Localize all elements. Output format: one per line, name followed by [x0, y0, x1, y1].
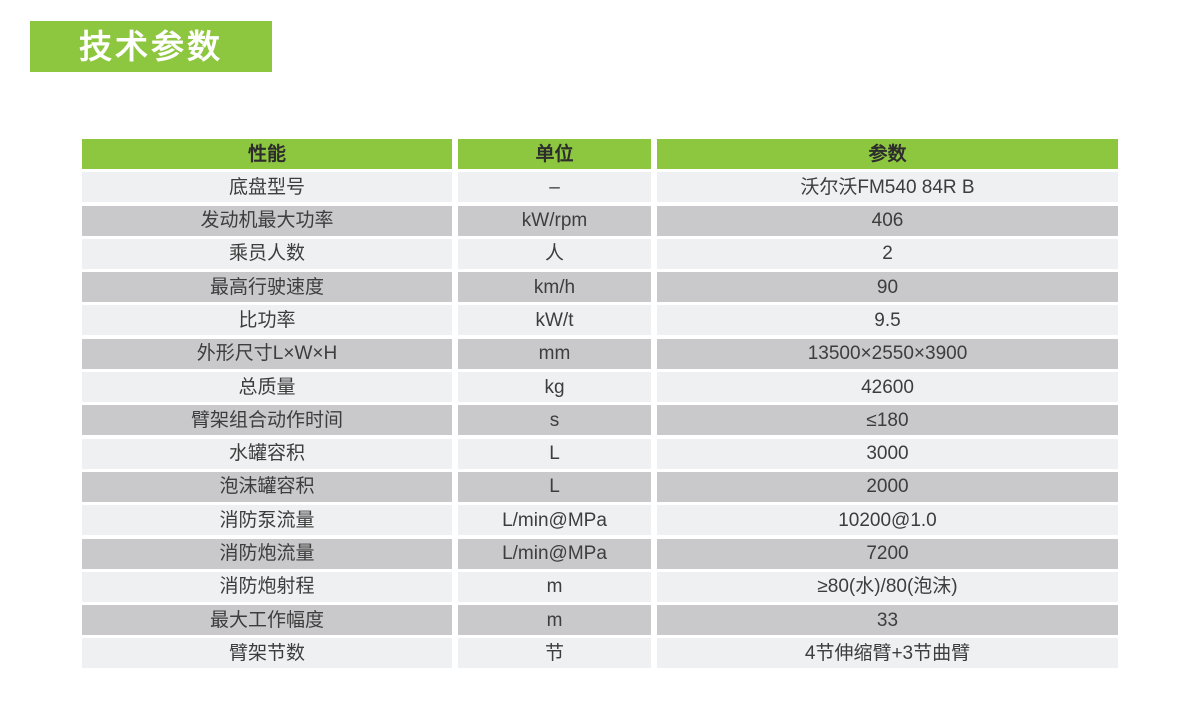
- row-unit-cell: kW/t: [458, 305, 651, 336]
- row-performance-cell: 最高行驶速度: [82, 272, 452, 303]
- row-unit-cell: kW/rpm: [458, 205, 651, 236]
- row-performance-cell: 底盘型号: [82, 172, 452, 203]
- table-row: 消防泵流量 L/min@MPa 10200@1.0: [82, 505, 1118, 536]
- row-parameter-cell: ≤180: [657, 405, 1118, 436]
- row-parameter-cell: 3000: [657, 438, 1118, 469]
- row-performance-cell: 最大工作幅度: [82, 605, 452, 636]
- row-performance-cell: 总质量: [82, 372, 452, 403]
- table-row: 乘员人数人 2: [82, 238, 1118, 269]
- row-performance-cell: 乘员人数: [82, 238, 452, 269]
- row-parameter-cell: 2000: [657, 471, 1118, 502]
- table-row: 发动机最大功率 kW/rpm 406: [82, 205, 1118, 236]
- table-row: 最高行驶速度 km/h 90: [82, 272, 1118, 303]
- row-performance-cell: 消防炮射程: [82, 571, 452, 602]
- section-title-badge: 技术参数: [30, 21, 272, 72]
- row-unit-cell: 节: [458, 638, 651, 669]
- row-parameter-cell: 33: [657, 605, 1118, 636]
- table-body: 底盘型号 – 沃尔沃FM540 84R B 发动机最大功率 kW/rpm 406 乘员人数人…: [82, 172, 1118, 669]
- row-performance-cell: 比功率: [82, 305, 452, 336]
- table-row: 臂架节数节 4节伸缩臂+3节曲臂: [82, 638, 1118, 669]
- row-parameter-cell: ≥80(水)/80(泡沫): [657, 571, 1118, 602]
- row-performance-cell: 外形尺寸L×W×H: [82, 338, 452, 369]
- row-unit-cell: s: [458, 405, 651, 436]
- row-parameter-cell: 7200: [657, 538, 1118, 569]
- row-unit-cell: mm: [458, 338, 651, 369]
- row-parameter-cell: 42600: [657, 372, 1118, 403]
- row-parameter-cell: 90: [657, 272, 1118, 303]
- row-performance-cell: 消防炮流量: [82, 538, 452, 569]
- row-parameter-cell: 9.5: [657, 305, 1118, 336]
- table-row: 总质量 kg 42600: [82, 372, 1118, 403]
- row-performance-cell: 发动机最大功率: [82, 205, 452, 236]
- col-header-parameter: 参数: [657, 139, 1118, 169]
- table-row: 水罐容积 L 3000: [82, 438, 1118, 469]
- table-row: 比功率 kW/t 9.5: [82, 305, 1118, 336]
- row-performance-cell: 水罐容积: [82, 438, 452, 469]
- table-row: 泡沫罐容积 L 2000: [82, 471, 1118, 502]
- row-performance-cell: 臂架节数: [82, 638, 452, 669]
- row-parameter-cell: 10200@1.0: [657, 505, 1118, 536]
- table-row: 消防炮射程 m ≥80(水)/80(泡沫): [82, 571, 1118, 602]
- row-parameter-cell: 13500×2550×3900: [657, 338, 1118, 369]
- row-performance-cell: 消防泵流量: [82, 505, 452, 536]
- row-unit-cell: L/min@MPa: [458, 538, 651, 569]
- row-parameter-cell: 2: [657, 238, 1118, 269]
- spec-table: 性能 单位 参数 底盘型号 – 沃尔沃FM540 84R B 发动机最大功率 kW/rp…: [82, 139, 1118, 672]
- col-header-performance: 性能: [82, 139, 452, 169]
- row-unit-cell: kg: [458, 372, 651, 403]
- col-header-unit: 单位: [458, 139, 651, 169]
- row-performance-cell: 泡沫罐容积: [82, 471, 452, 502]
- table-row: 消防炮流量 L/min@MPa 7200: [82, 538, 1118, 569]
- table-row: 臂架组合动作时间 s ≤180: [82, 405, 1118, 436]
- row-unit-cell: m: [458, 605, 651, 636]
- table-header-row: 性能 单位 参数: [82, 139, 1118, 169]
- row-performance-cell: 臂架组合动作时间: [82, 405, 452, 436]
- row-unit-cell: km/h: [458, 272, 651, 303]
- row-parameter-cell: 4节伸缩臂+3节曲臂: [657, 638, 1118, 669]
- row-unit-cell: L: [458, 471, 651, 502]
- row-unit-cell: m: [458, 571, 651, 602]
- row-unit-cell: 人: [458, 238, 651, 269]
- row-unit-cell: L/min@MPa: [458, 505, 651, 536]
- table-row: 最大工作幅度 m 33: [82, 605, 1118, 636]
- section-title: 技术参数: [79, 28, 223, 65]
- table-row: 底盘型号 – 沃尔沃FM540 84R B: [82, 172, 1118, 203]
- row-parameter-cell: 沃尔沃FM540 84R B: [657, 172, 1118, 203]
- table-row: 外形尺寸L×W×H mm 13500×2550×3900: [82, 338, 1118, 369]
- row-unit-cell: L: [458, 438, 651, 469]
- row-parameter-cell: 406: [657, 205, 1118, 236]
- row-unit-cell: –: [458, 172, 651, 203]
